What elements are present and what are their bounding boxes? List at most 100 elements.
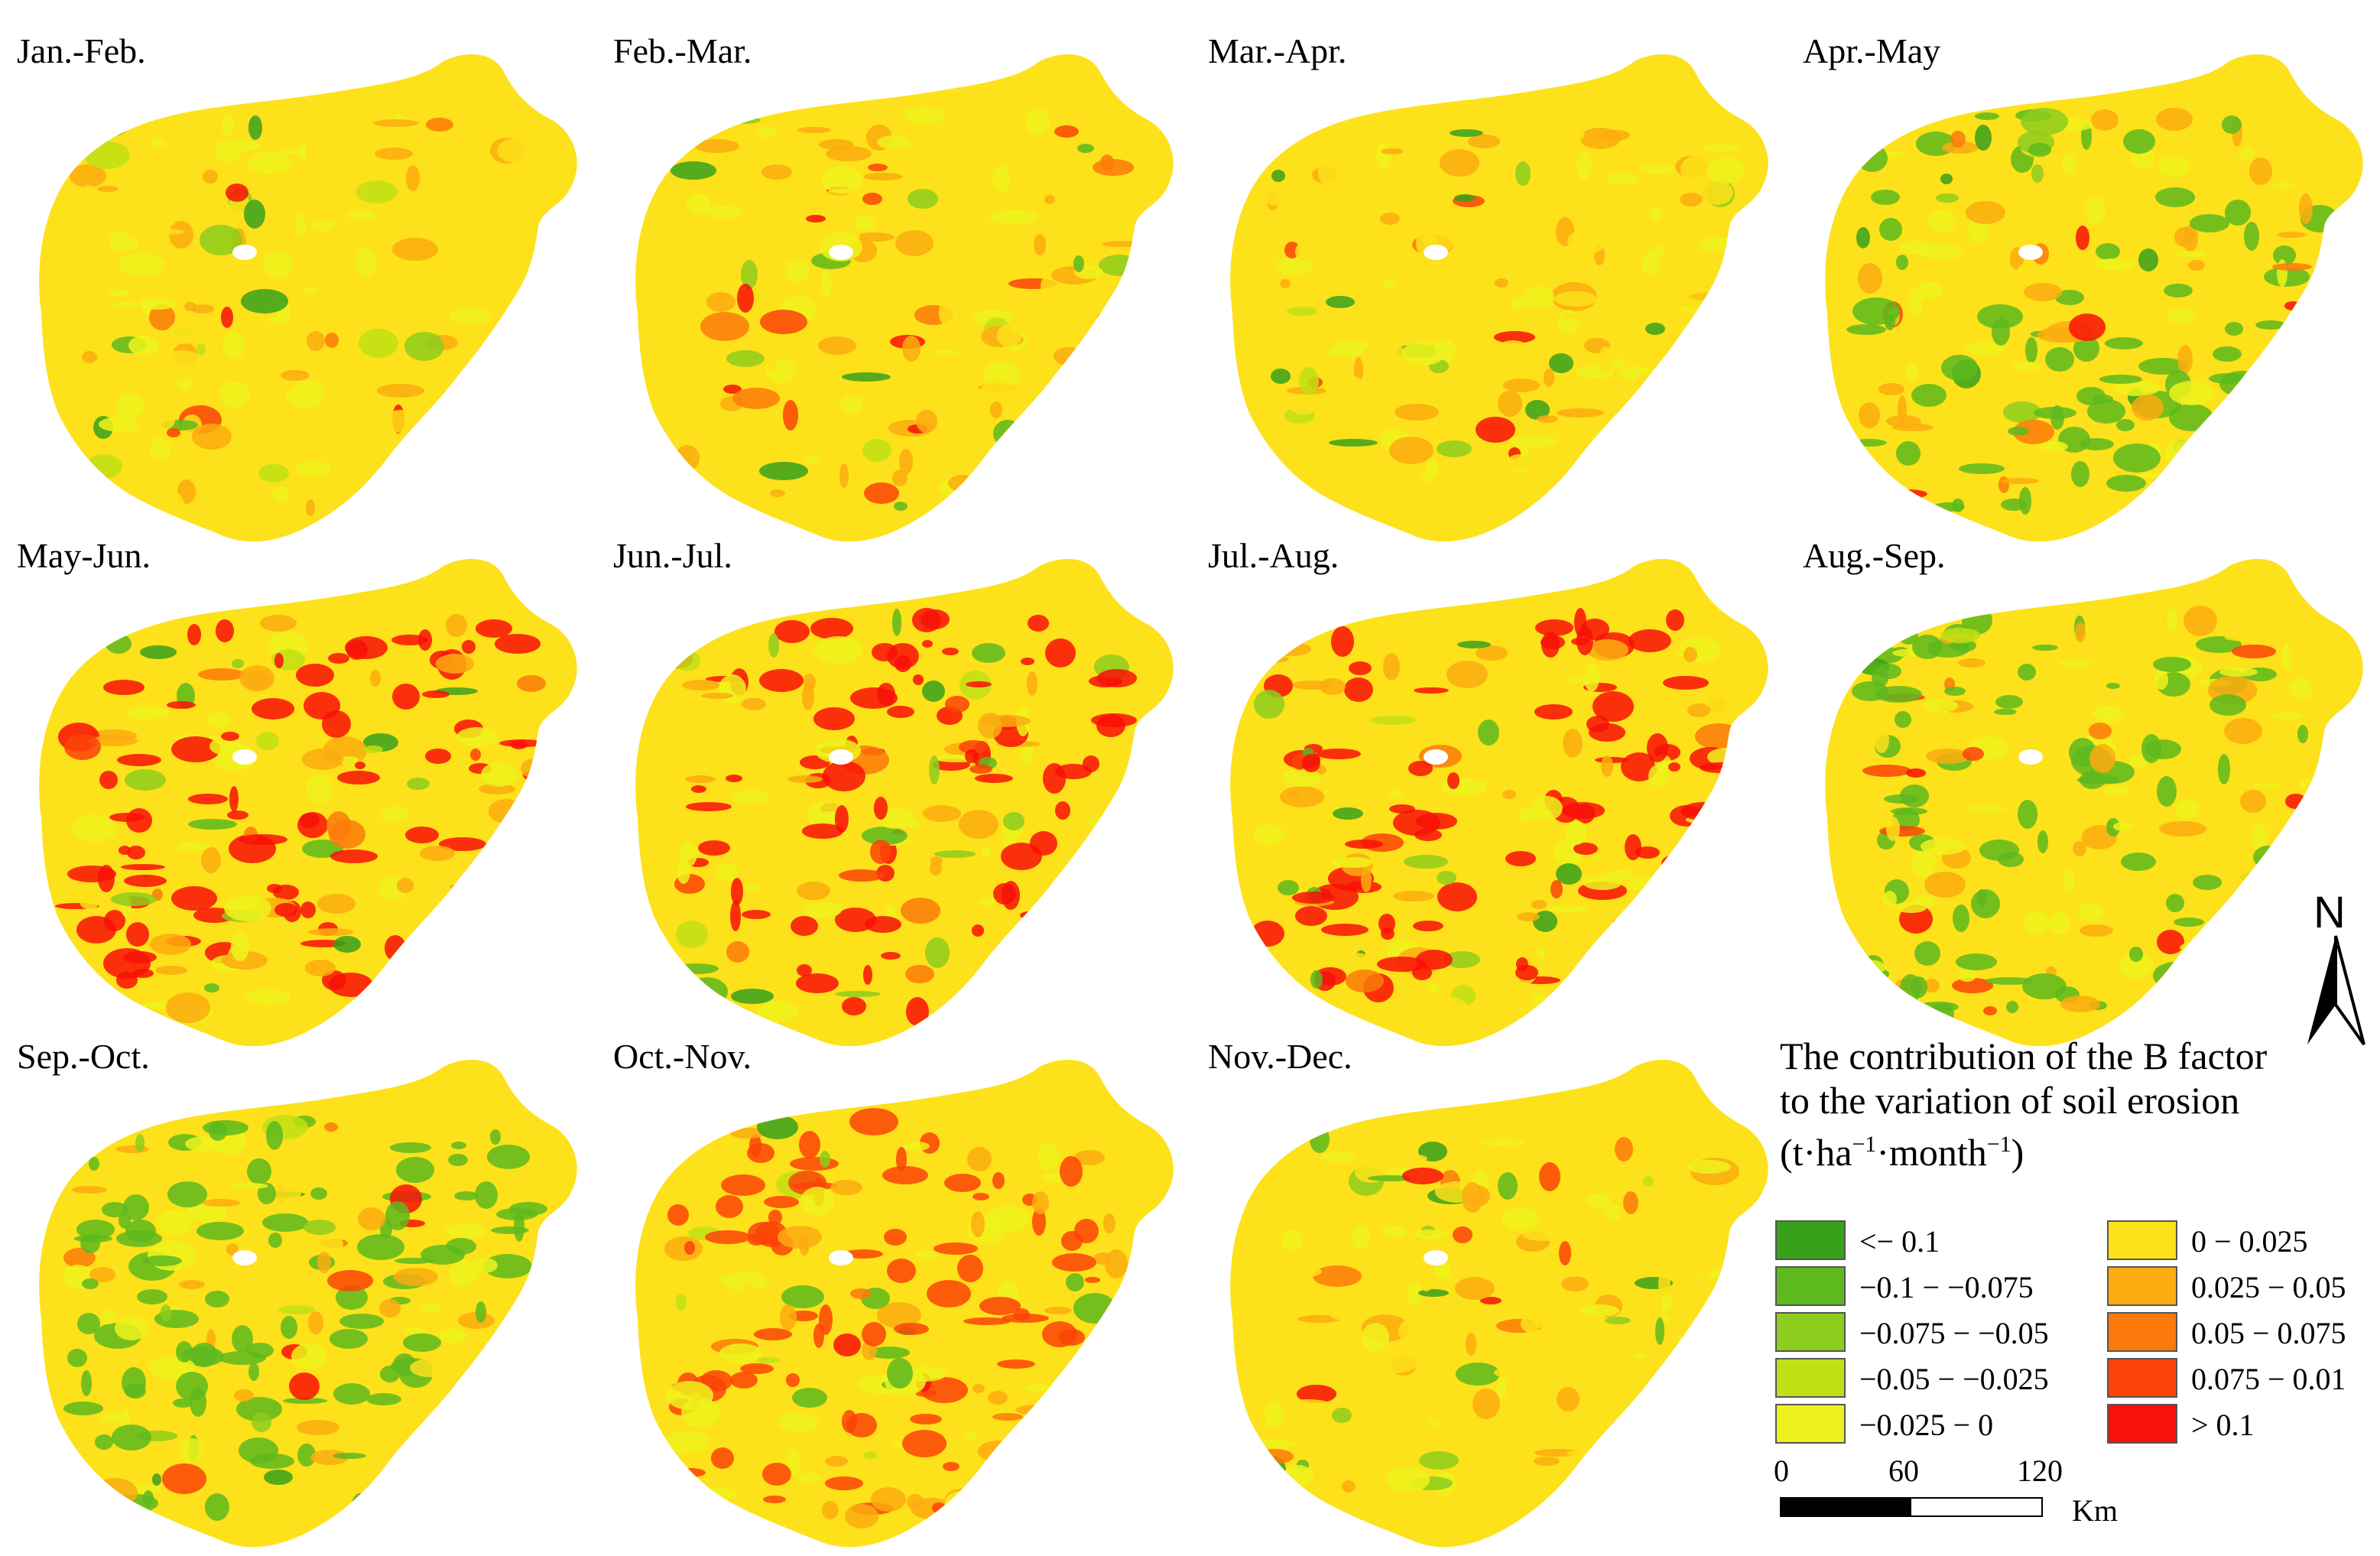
value-patch bbox=[1550, 880, 1563, 898]
value-patch bbox=[2060, 996, 2100, 1012]
value-patch bbox=[1283, 1465, 1313, 1488]
value-patch bbox=[1283, 768, 1321, 787]
value-patch bbox=[89, 1267, 115, 1282]
value-patch bbox=[232, 1325, 253, 1353]
value-patch bbox=[875, 317, 888, 336]
value-patch bbox=[82, 351, 97, 363]
value-patch bbox=[1670, 248, 1697, 260]
value-patch bbox=[988, 1391, 1008, 1405]
value-patch bbox=[1313, 1265, 1362, 1287]
value-patch bbox=[1886, 415, 1921, 427]
value-patch bbox=[972, 1384, 985, 1393]
value-patch bbox=[229, 1183, 268, 1189]
value-patch bbox=[2069, 313, 2106, 341]
value-patch bbox=[1878, 383, 1904, 395]
value-patch bbox=[1891, 807, 1927, 815]
value-patch bbox=[1025, 108, 1050, 135]
panel-label: Jul.-Aug. bbox=[1208, 536, 1339, 575]
value-patch bbox=[311, 219, 334, 232]
value-patch bbox=[1344, 677, 1373, 702]
value-patch bbox=[119, 1212, 131, 1229]
value-patch bbox=[1363, 1122, 1404, 1144]
value-patch bbox=[1254, 1440, 1297, 1447]
value-patch bbox=[330, 849, 378, 863]
value-patch bbox=[394, 1502, 424, 1514]
value-patch bbox=[1287, 307, 1317, 316]
value-patch bbox=[498, 869, 517, 893]
value-patch bbox=[1859, 115, 1903, 125]
value-patch bbox=[278, 1305, 315, 1314]
value-patch bbox=[1476, 417, 1515, 443]
value-patch bbox=[1641, 254, 1660, 275]
value-patch bbox=[719, 674, 746, 703]
value-patch bbox=[1701, 861, 1732, 881]
value-patch bbox=[1048, 451, 1071, 460]
value-patch bbox=[871, 1487, 906, 1512]
value-patch bbox=[106, 289, 131, 297]
value-patch bbox=[1114, 916, 1129, 924]
value-patch bbox=[687, 193, 709, 215]
value-patch bbox=[1924, 979, 1940, 992]
value-patch bbox=[2048, 911, 2070, 934]
value-patch bbox=[1687, 1160, 1731, 1174]
value-patch bbox=[475, 1181, 498, 1209]
value-patch bbox=[1875, 686, 1922, 703]
value-patch bbox=[2244, 222, 2259, 251]
value-patch bbox=[1054, 125, 1079, 138]
value-patch bbox=[1380, 213, 1400, 225]
value-patch bbox=[279, 148, 308, 154]
reservoir-area bbox=[2018, 749, 2043, 765]
value-patch bbox=[729, 116, 761, 124]
value-patch bbox=[780, 1304, 797, 1330]
value-patch bbox=[317, 894, 356, 914]
value-patch bbox=[972, 1193, 989, 1200]
value-patch bbox=[1328, 1297, 1348, 1320]
value-patch bbox=[495, 634, 541, 654]
value-patch bbox=[822, 1501, 839, 1519]
value-patch bbox=[887, 643, 919, 669]
value-patch bbox=[1453, 1226, 1472, 1243]
value-patch bbox=[685, 775, 716, 783]
value-patch bbox=[385, 490, 418, 504]
value-patch bbox=[1592, 855, 1602, 861]
value-patch bbox=[1352, 1225, 1370, 1249]
value-patch bbox=[2177, 345, 2193, 374]
value-patch bbox=[967, 1147, 992, 1171]
value-patch bbox=[1020, 911, 1038, 919]
value-patch bbox=[2180, 942, 2213, 953]
value-patches bbox=[54, 105, 552, 522]
value-patch bbox=[1480, 1297, 1502, 1304]
value-patch bbox=[913, 363, 936, 382]
value-patch bbox=[1658, 1271, 1671, 1295]
value-patch bbox=[965, 749, 979, 763]
value-patch bbox=[757, 1115, 798, 1139]
value-patch bbox=[454, 1191, 479, 1200]
value-patch bbox=[304, 1220, 336, 1235]
value-patch bbox=[148, 1240, 196, 1271]
value-patch bbox=[1106, 1389, 1125, 1413]
value-patch bbox=[1998, 852, 2024, 867]
value-patch bbox=[2175, 799, 2200, 819]
value-patch bbox=[711, 1447, 734, 1469]
value-patch bbox=[1496, 1376, 1507, 1399]
value-patch bbox=[2240, 147, 2254, 161]
value-patch bbox=[2164, 284, 2193, 297]
value-patch bbox=[330, 1329, 368, 1349]
value-patch bbox=[839, 463, 849, 488]
map-panel: Apr.-May bbox=[1801, 34, 2380, 551]
value-patch bbox=[695, 139, 739, 153]
value-patch bbox=[757, 1001, 798, 1022]
value-patch bbox=[2232, 871, 2268, 889]
value-patch bbox=[717, 863, 739, 882]
value-patch bbox=[1677, 1457, 1724, 1485]
value-patch bbox=[410, 1437, 427, 1461]
value-patch bbox=[1856, 227, 1870, 249]
value-patch bbox=[2129, 755, 2148, 768]
value-patch bbox=[1473, 1421, 1510, 1449]
value-patch bbox=[1525, 400, 1550, 420]
value-patch bbox=[894, 1323, 929, 1335]
value-patch bbox=[509, 359, 552, 375]
value-patch bbox=[460, 983, 471, 992]
value-patch bbox=[781, 1285, 824, 1308]
value-patch bbox=[272, 486, 289, 503]
